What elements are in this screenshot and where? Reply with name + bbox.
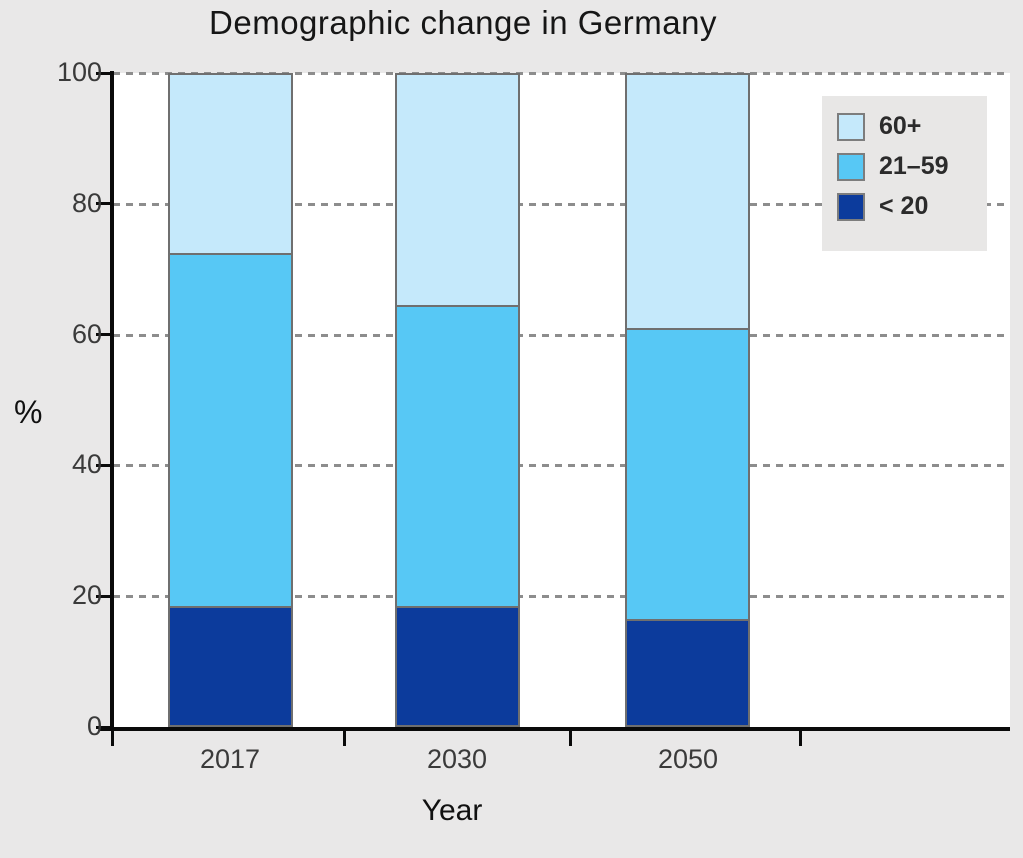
x-tick-1 bbox=[343, 727, 346, 746]
bar-segment-2050-60+ bbox=[625, 73, 750, 331]
bar-segment-2030-60+ bbox=[395, 73, 520, 308]
y-tick-20 bbox=[96, 594, 113, 598]
bar-segment-2017-21–59 bbox=[168, 252, 293, 609]
legend-item-60+: 60+ bbox=[837, 112, 987, 141]
bar-segment-2030-21–59 bbox=[395, 305, 520, 609]
y-tick-80 bbox=[96, 202, 113, 206]
y-tick-label-0: 0 bbox=[86, 711, 102, 741]
x-tick-label-2030: 2030 bbox=[426, 744, 488, 774]
legend-swatch-21–59 bbox=[837, 152, 865, 181]
x-tick-2 bbox=[569, 727, 572, 746]
bar-segment-2017-< 20 bbox=[168, 606, 293, 727]
x-axis-title: Year bbox=[421, 794, 483, 827]
bar-segment-2017-60+ bbox=[168, 73, 293, 255]
bar-2030 bbox=[395, 73, 520, 727]
x-axis-line bbox=[100, 727, 1010, 731]
legend-label-21–59: 21–59 bbox=[879, 152, 949, 180]
y-tick-label-100: 100 bbox=[56, 57, 102, 87]
bar-2050 bbox=[625, 73, 750, 727]
y-tick-label-60: 60 bbox=[71, 318, 102, 349]
x-tick-label-2017: 2017 bbox=[199, 744, 261, 774]
bar-2017 bbox=[168, 73, 293, 727]
gridline-100 bbox=[113, 72, 1010, 75]
legend-item-21–59: 21–59 bbox=[837, 152, 987, 181]
gridline-20 bbox=[113, 595, 1010, 599]
legend-swatch-60+ bbox=[837, 112, 865, 141]
y-tick-60 bbox=[96, 333, 113, 337]
y-tick-40 bbox=[96, 463, 113, 467]
chart-title: Demographic change in Germany bbox=[209, 4, 717, 41]
y-tick-0 bbox=[96, 725, 113, 729]
y-tick-100 bbox=[96, 71, 113, 75]
y-axis-line bbox=[110, 71, 114, 731]
legend-label-< 20: < 20 bbox=[879, 192, 929, 220]
y-axis-title: % bbox=[14, 394, 43, 430]
legend-label-60+: 60+ bbox=[879, 112, 922, 140]
x-tick-3 bbox=[799, 727, 802, 746]
bar-segment-2030-< 20 bbox=[395, 606, 520, 727]
x-tick-label-2050: 2050 bbox=[657, 744, 719, 774]
y-tick-label-20: 20 bbox=[71, 580, 102, 611]
y-tick-label-40: 40 bbox=[71, 449, 102, 480]
bar-segment-2050-21–59 bbox=[625, 328, 750, 622]
gridline-80 bbox=[113, 202, 1010, 206]
x-tick-0 bbox=[111, 727, 114, 746]
gridline-40 bbox=[113, 464, 1010, 468]
legend: 60+ 21–59 < 20 bbox=[822, 96, 987, 251]
y-tick-label-80: 80 bbox=[71, 187, 102, 218]
legend-item-< 20: < 20 bbox=[837, 192, 987, 221]
bar-segment-2050-< 20 bbox=[625, 619, 750, 727]
gridline-60 bbox=[113, 333, 1010, 337]
legend-swatch-< 20 bbox=[837, 192, 865, 221]
